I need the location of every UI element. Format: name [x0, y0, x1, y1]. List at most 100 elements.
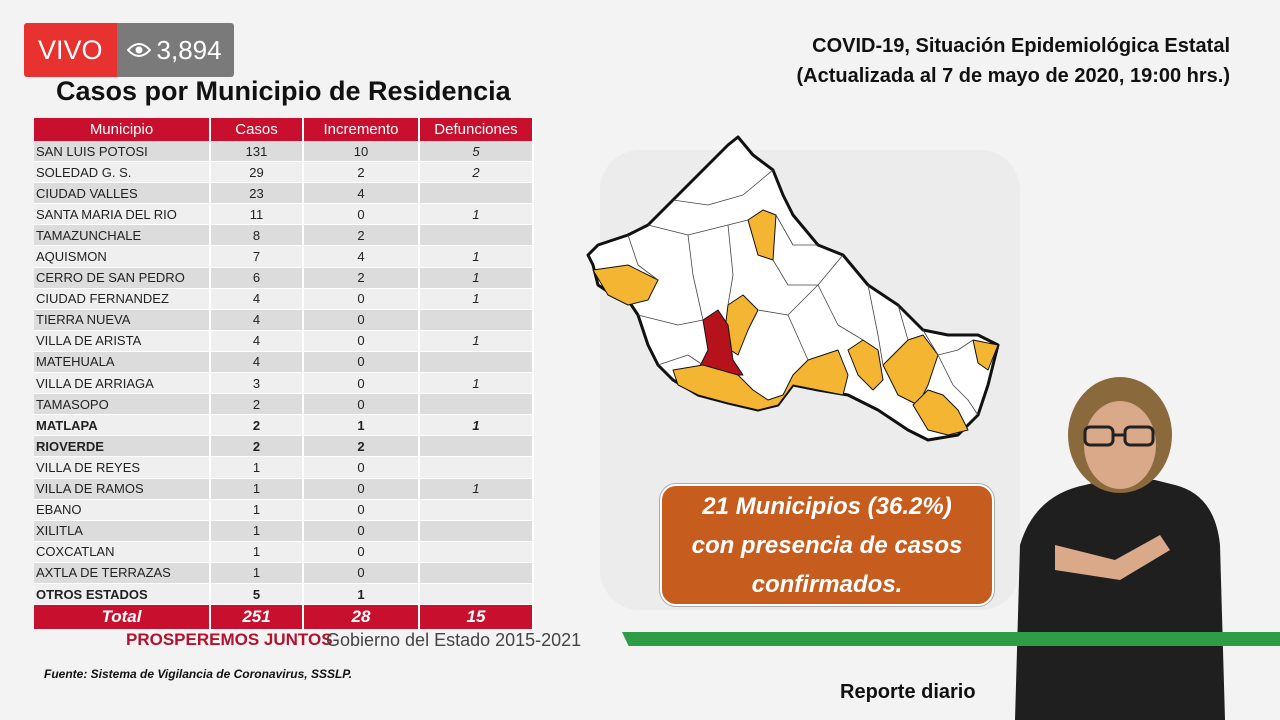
cell-casos: 4: [210, 351, 304, 374]
municipios-callout: 21 Municipios (36.2%) con presencia de c…: [660, 484, 994, 606]
cell-incremento: 0: [303, 478, 420, 500]
cell-defunciones: 1: [419, 478, 534, 500]
cell-incremento: 0: [303, 309, 420, 331]
cell-incremento: 0: [303, 203, 420, 226]
table-row: SAN LUIS POTOSI 131 10 5: [34, 141, 534, 163]
live-label: VIVO: [24, 23, 117, 77]
cell-defunciones: [419, 456, 534, 479]
cell-defunciones: 1: [419, 288, 534, 310]
cell-municipio: VILLA DE RAMOS: [34, 478, 211, 500]
map-region-east: [882, 334, 939, 406]
cell-defunciones: [419, 562, 534, 584]
cell-municipio: AXTLA DE TERRAZAS: [34, 562, 211, 584]
cell-casos: 3: [210, 372, 304, 395]
cell-defunciones: [419, 393, 534, 416]
cell-incremento: 0: [303, 520, 420, 542]
column-header-casos: Casos: [210, 118, 304, 141]
cell-municipio: VILLA DE ARRIAGA: [34, 372, 211, 395]
cell-casos: 8: [210, 224, 304, 247]
cell-defunciones: [419, 224, 534, 247]
green-divider: [622, 632, 1280, 646]
state-map: [586, 135, 1000, 442]
cell-incremento: 0: [303, 541, 420, 563]
table-header-row: Municipio Casos Incremento Defunciones: [34, 118, 534, 141]
table-row: MATLAPA 2 1 1: [34, 414, 534, 437]
page-header: COVID-19, Situación Epidemiológica Estat…: [796, 31, 1230, 91]
cell-casos: 1: [210, 499, 304, 521]
report-label: Reporte diario: [840, 681, 976, 703]
cell-incremento: 2: [303, 161, 420, 184]
cell-casos: 6: [210, 267, 304, 289]
cell-defunciones: 1: [419, 245, 534, 268]
cell-municipio: COXCATLAN: [34, 541, 211, 563]
cell-casos: 2: [210, 435, 304, 458]
table-row: AQUISMON 7 4 1: [34, 245, 534, 268]
table-row: XILITLA 1 0: [34, 520, 534, 542]
cell-casos: 11: [210, 203, 304, 226]
table-row: CIUDAD FERNANDEZ 4 0 1: [34, 288, 534, 310]
map-region-northeast: [972, 339, 999, 371]
table-row: TAMAZUNCHALE 8 2: [34, 224, 534, 247]
cell-municipio: XILITLA: [34, 520, 211, 542]
column-header-municipio: Municipio: [34, 118, 211, 141]
table-row: SANTA MARIA DEL RIO 11 0 1: [34, 203, 534, 226]
cell-casos: 1: [210, 456, 304, 479]
cell-casos: 4: [210, 330, 304, 352]
cell-casos: 23: [210, 182, 304, 205]
cell-defunciones: [419, 351, 534, 374]
cell-incremento: 1: [303, 414, 420, 437]
cell-casos: 5: [210, 583, 304, 606]
map-region-west: [592, 264, 659, 306]
interpreter-face: [1084, 401, 1156, 489]
interpreter-figure: [1015, 377, 1225, 720]
cell-municipio: EBANO: [34, 499, 211, 521]
cell-defunciones: 1: [419, 203, 534, 226]
table-row: TIERRA NUEVA 4 0: [34, 309, 534, 331]
table-total-row: Total 251 28 15: [34, 604, 534, 631]
table-row: CIUDAD VALLES 23 4: [34, 182, 534, 205]
cell-municipio: CIUDAD FERNANDEZ: [34, 288, 211, 310]
page-subtitle: (Actualizada al 7 de mayo de 2020, 19:00…: [796, 65, 1230, 87]
map-borders: [627, 169, 979, 416]
cell-municipio: CIUDAD VALLES: [34, 182, 211, 205]
cell-casos: 1: [210, 562, 304, 584]
table-row: VILLA DE REYES 1 0: [34, 456, 534, 479]
table-row: VILLA DE ARISTA 4 0 1: [34, 330, 534, 352]
table-row: SOLEDAD G. S. 29 2 2: [34, 161, 534, 184]
cell-defunciones: [419, 499, 534, 521]
view-count-value: 3,894: [156, 34, 222, 65]
table-row: VILLA DE RAMOS 1 0 1: [34, 478, 534, 500]
cell-municipio: TAMAZUNCHALE: [34, 224, 211, 247]
cell-municipio: AQUISMON: [34, 245, 211, 268]
cell-municipio: VILLA DE ARISTA: [34, 330, 211, 352]
cell-municipio: CERRO DE SAN PEDRO: [34, 267, 211, 289]
cell-incremento: 2: [303, 435, 420, 458]
cell-municipio: MATLAPA: [34, 414, 211, 437]
cell-incremento: 0: [303, 456, 420, 479]
map-region-southwest: [672, 349, 849, 411]
cell-defunciones: [419, 182, 534, 205]
table-row: MATEHUALA 4 0: [34, 351, 534, 374]
table-row: AXTLA DE TERRAZAS 1 0: [34, 562, 534, 584]
total-casos: 251: [210, 604, 304, 631]
column-header-incremento: Incremento: [303, 118, 420, 141]
cell-municipio: MATEHUALA: [34, 351, 211, 374]
callout-line-1: 21 Municipios (36.2%): [702, 492, 952, 520]
cell-casos: 131: [210, 141, 304, 163]
eye-icon: [126, 43, 151, 57]
cell-incremento: 0: [303, 562, 420, 584]
cell-defunciones: 1: [419, 330, 534, 352]
table-row: OTROS ESTADOS 5 1: [34, 583, 534, 606]
cell-municipio: VILLA DE REYES: [34, 456, 211, 479]
cell-municipio: SOLEDAD G. S.: [34, 161, 211, 184]
total-label: Total: [34, 604, 211, 631]
table-row: VILLA DE ARRIAGA 3 0 1: [34, 372, 534, 395]
cell-defunciones: 1: [419, 267, 534, 289]
government-label: Gobierno del Estado 2015-2021: [326, 630, 582, 650]
cell-casos: 29: [210, 161, 304, 184]
cell-incremento: 4: [303, 182, 420, 205]
column-header-defunciones: Defunciones: [419, 118, 534, 141]
table-row: CERRO DE SAN PEDRO 6 2 1: [34, 267, 534, 289]
total-incremento: 28: [303, 604, 420, 631]
total-defunciones: 15: [419, 604, 534, 631]
